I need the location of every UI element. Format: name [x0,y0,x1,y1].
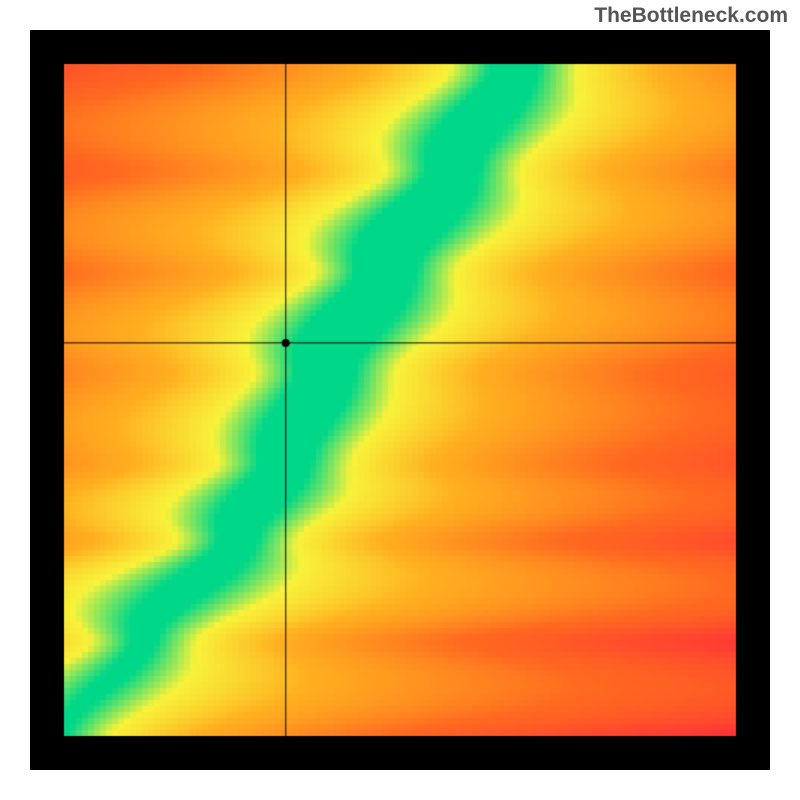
watermark-text: TheBottleneck.com [594,4,788,28]
bottleneck-heatmap [30,30,770,770]
chart-container: TheBottleneck.com [0,0,800,800]
